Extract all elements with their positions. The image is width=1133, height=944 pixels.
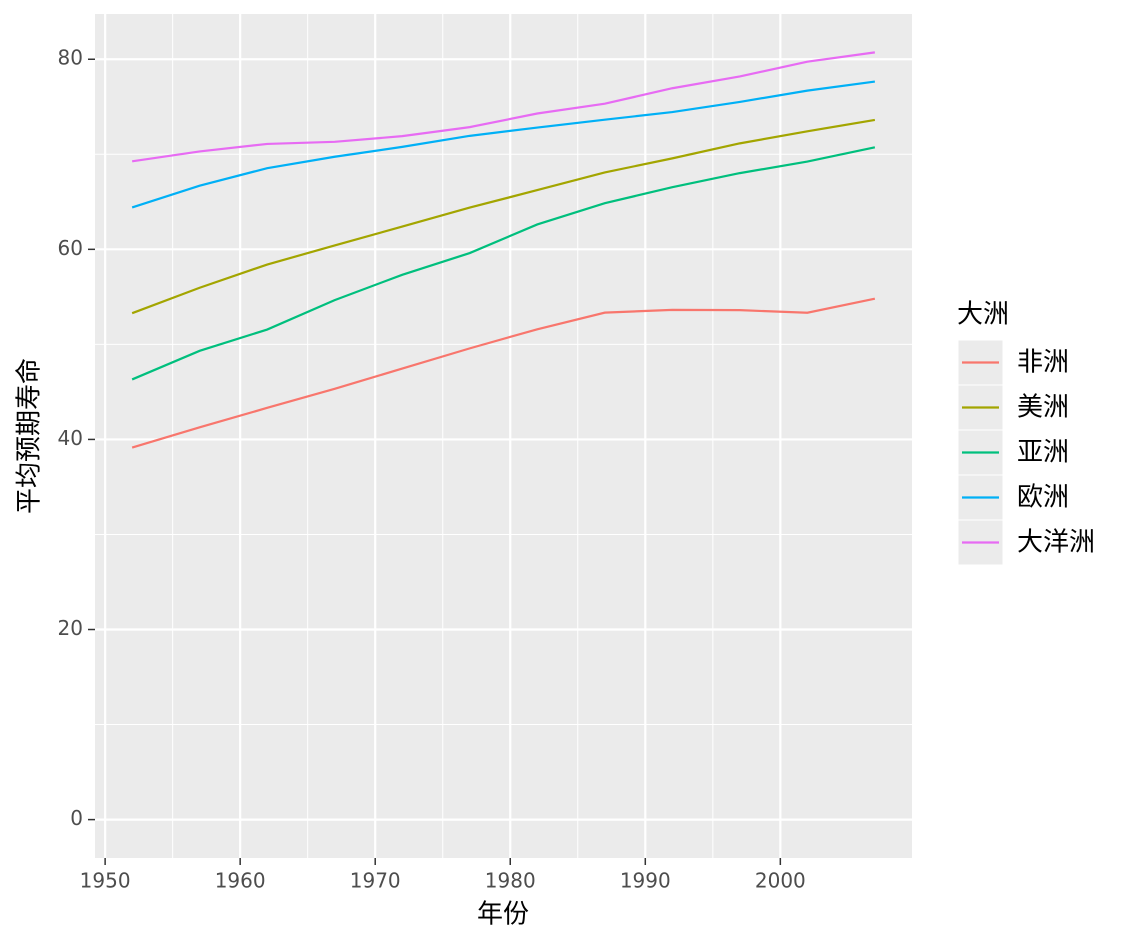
y-tick-label: 60 [58, 236, 83, 260]
x-tick-label: 1960 [215, 869, 266, 893]
x-tick-label: 1970 [350, 869, 401, 893]
y-tick-label: 20 [58, 616, 83, 640]
series-line [131, 146, 876, 381]
y-tick-label: 40 [58, 426, 83, 450]
legend-label: 美洲 [1017, 393, 1069, 423]
series-line [131, 51, 876, 163]
x-tick-label: 1990 [620, 869, 671, 893]
legend-label: 欧洲 [1017, 483, 1069, 513]
legend-label: 非洲 [1017, 348, 1069, 378]
x-tick-label: 1950 [80, 869, 131, 893]
series-line [131, 297, 876, 449]
series-line [131, 118, 876, 315]
panel [95, 14, 912, 858]
legend-label: 亚洲 [1017, 438, 1069, 468]
y-tick-label: 0 [70, 806, 83, 830]
x-axis-title: 年份 [477, 900, 529, 930]
legend-label: 大洋洲 [1017, 528, 1095, 558]
y-tick-label: 80 [58, 46, 83, 70]
legend-title: 大洲 [957, 300, 1009, 330]
y-axis-title: 平均预期寿命 [15, 358, 45, 514]
series-line [131, 80, 876, 209]
x-tick-label: 2000 [755, 869, 806, 893]
x-tick-label: 1980 [485, 869, 536, 893]
